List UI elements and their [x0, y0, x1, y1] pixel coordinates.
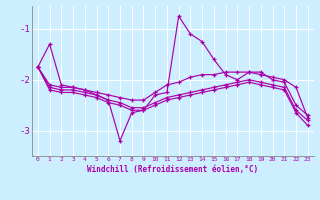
X-axis label: Windchill (Refroidissement éolien,°C): Windchill (Refroidissement éolien,°C) [87, 165, 258, 174]
